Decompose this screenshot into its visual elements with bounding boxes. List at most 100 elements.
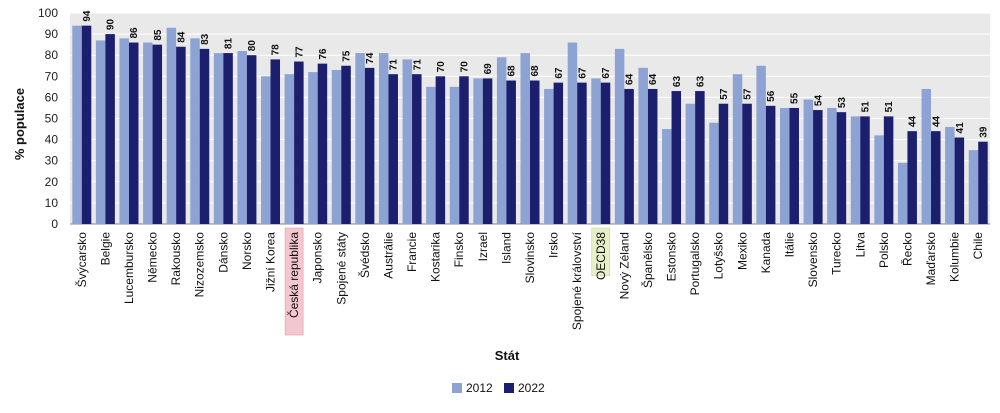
x-category-label: Španělsko: [640, 232, 655, 288]
x-category-label: Turecko: [830, 232, 844, 275]
x-category-label: Kostarika: [429, 232, 443, 282]
y-tick-label: 70: [45, 69, 59, 83]
bar-2012: [709, 122, 719, 224]
x-category-label: Rakousko: [169, 232, 183, 286]
bar-2012: [119, 38, 129, 224]
x-category-label: Slovensko: [806, 232, 820, 288]
bar-2012: [756, 65, 766, 224]
bar-2022: [978, 141, 988, 224]
x-category-label: Island: [499, 232, 513, 264]
bar-2022: [152, 44, 163, 225]
data-label-2022: 64: [625, 73, 636, 85]
bar-2012: [520, 53, 530, 225]
bar-2022: [459, 76, 469, 224]
x-category-label: Chile: [971, 232, 985, 260]
data-label-2022: 44: [931, 116, 942, 128]
x-category-label: Austrálie: [381, 232, 395, 279]
data-label-2022: 70: [459, 61, 470, 73]
x-category-label: Litva: [853, 232, 867, 258]
bar-2022: [577, 82, 587, 224]
bar-2012: [591, 78, 601, 224]
bar-2012: [921, 88, 932, 225]
data-label-2022: 41: [955, 122, 966, 134]
bar-2012: [166, 27, 177, 224]
bar-2022: [246, 55, 257, 225]
x-category-label: Spojené království: [570, 231, 584, 330]
bar-2022: [105, 34, 115, 224]
bar-2012: [850, 116, 861, 224]
bar-2012: [544, 88, 554, 225]
bar-2012: [72, 25, 82, 224]
x-category-label: Spojené státy: [334, 232, 348, 305]
data-label-2022: 63: [695, 76, 706, 88]
data-label-2022: 53: [837, 97, 848, 109]
x-category-label: Řecko: [899, 232, 914, 266]
data-label-2022: 85: [153, 29, 164, 41]
bar-2012: [614, 48, 625, 225]
bar-2012: [803, 99, 814, 224]
bar-2022: [412, 74, 422, 224]
data-label-2022: 68: [507, 65, 518, 77]
data-label-2022: 84: [176, 31, 187, 43]
data-label-2022: 81: [224, 38, 235, 50]
x-category-label: Nový Zéland: [617, 232, 631, 299]
bar-2022: [317, 63, 328, 224]
bar-2022: [223, 53, 233, 225]
legend: 2012 2022: [452, 381, 545, 395]
bar-2012: [95, 40, 106, 225]
bar-2022: [647, 88, 658, 225]
y-axis-title: % populace: [12, 88, 27, 160]
bar-2022: [128, 42, 139, 224]
bar-2012: [331, 69, 342, 224]
bar-2022: [883, 116, 894, 224]
bar-2022: [954, 137, 965, 224]
x-axis-title: Stát: [495, 348, 520, 363]
category-highlight: [591, 227, 611, 276]
bar-2022: [482, 78, 493, 224]
bar-2012: [237, 50, 247, 225]
data-label-2022: 77: [294, 46, 305, 58]
x-category-label: Polsko: [877, 232, 891, 268]
bar-2022: [765, 105, 776, 224]
bar-2022: [718, 103, 729, 224]
x-category-label: Norsko: [240, 232, 254, 270]
data-label-2022: 70: [436, 61, 447, 73]
legend-swatch: [452, 383, 462, 393]
data-label-2022: 67: [577, 67, 588, 79]
x-category-label: Japonsko: [311, 232, 325, 284]
bar-2022: [176, 46, 186, 225]
y-tick-label: 30: [45, 154, 59, 168]
data-label-2022: 71: [389, 59, 400, 71]
bar-2022: [294, 61, 304, 224]
x-category-label: Belgie: [98, 232, 112, 266]
x-category-label: Švýcarsko: [74, 232, 89, 288]
x-category-label: Jižní Korea: [264, 232, 278, 292]
x-category-label: Francie: [405, 232, 419, 272]
bar-2022: [789, 107, 799, 224]
bar-2012: [143, 42, 153, 224]
bar-2022: [506, 80, 516, 225]
data-label-2022: 78: [271, 44, 282, 56]
bar-2022: [931, 131, 941, 224]
category-highlight: [284, 227, 304, 336]
x-category-label: Mexiko: [735, 232, 749, 270]
y-tick-label: 0: [51, 217, 58, 231]
data-label-2022: 51: [861, 101, 872, 113]
bar-2022: [81, 25, 92, 224]
data-label-2022: 94: [82, 10, 93, 22]
x-category-label: Česká republika: [286, 232, 301, 318]
y-tick-label: 60: [45, 90, 59, 104]
x-category-label: Kanada: [759, 232, 773, 274]
data-label-2022: 51: [884, 101, 895, 113]
data-label-2022: 56: [766, 90, 777, 102]
bar-2012: [827, 107, 837, 224]
y-tick-label: 10: [45, 196, 59, 210]
x-category-label: Lotyšsko: [712, 232, 726, 280]
category-highlights: [284, 227, 611, 336]
bar-2012: [496, 57, 507, 225]
x-axis-categories: Švýcarsko Belgie Lucembursko Německo Rakousk…: [74, 231, 985, 330]
x-category-label: Kolumbie: [948, 232, 962, 282]
data-label-2022: 57: [743, 88, 754, 100]
legend-swatch: [504, 383, 514, 393]
